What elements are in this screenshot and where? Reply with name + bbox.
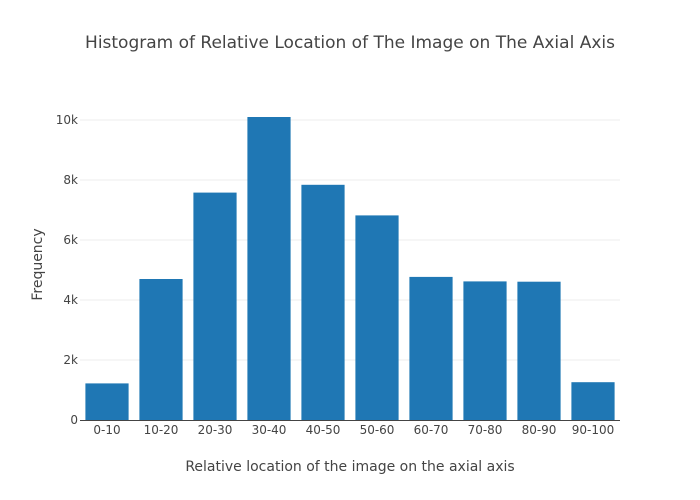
bar-50-60[interactable] xyxy=(355,215,399,420)
bar-80-90[interactable] xyxy=(517,281,561,420)
x-tick-label: 60-70 xyxy=(414,423,449,437)
x-tick-labels: 0-10 10-20 20-30 30-40 40-50 50-60 60-70 70-80 8… xyxy=(93,423,614,437)
y-tick-labels: 0 2k 4k 6k 8k 10k xyxy=(56,113,78,427)
y-axis-title: Frequency xyxy=(30,228,46,300)
x-tick-label: 90-100 xyxy=(572,423,615,437)
chart-title: Histogram of Relative Location of The Im… xyxy=(85,33,615,53)
y-tick-label: 10k xyxy=(56,113,78,127)
bar-70-80[interactable] xyxy=(463,281,507,420)
y-tick-label: 4k xyxy=(63,293,78,307)
bar-20-30[interactable] xyxy=(193,192,237,420)
bar-10-20[interactable] xyxy=(139,279,183,420)
y-tick-label: 2k xyxy=(63,353,78,367)
x-tick-label: 30-40 xyxy=(252,423,287,437)
x-tick-label: 80-90 xyxy=(522,423,557,437)
bar-60-70[interactable] xyxy=(409,276,453,420)
bar-30-40[interactable] xyxy=(247,117,291,420)
bar-90-100[interactable] xyxy=(571,382,615,420)
y-tick-label: 0 xyxy=(70,413,78,427)
bar-0-10[interactable] xyxy=(85,383,129,420)
x-tick-label: 40-50 xyxy=(306,423,341,437)
x-tick-label: 70-80 xyxy=(468,423,503,437)
y-tick-label: 8k xyxy=(63,173,78,187)
x-tick-label: 10-20 xyxy=(144,423,179,437)
y-tick-label: 6k xyxy=(63,233,78,247)
x-tick-label: 0-10 xyxy=(93,423,120,437)
x-tick-label: 50-60 xyxy=(360,423,395,437)
x-tick-label: 20-30 xyxy=(198,423,233,437)
bar-40-50[interactable] xyxy=(301,184,345,420)
x-axis-title: Relative location of the image on the ax… xyxy=(185,459,514,475)
bars xyxy=(85,117,615,420)
